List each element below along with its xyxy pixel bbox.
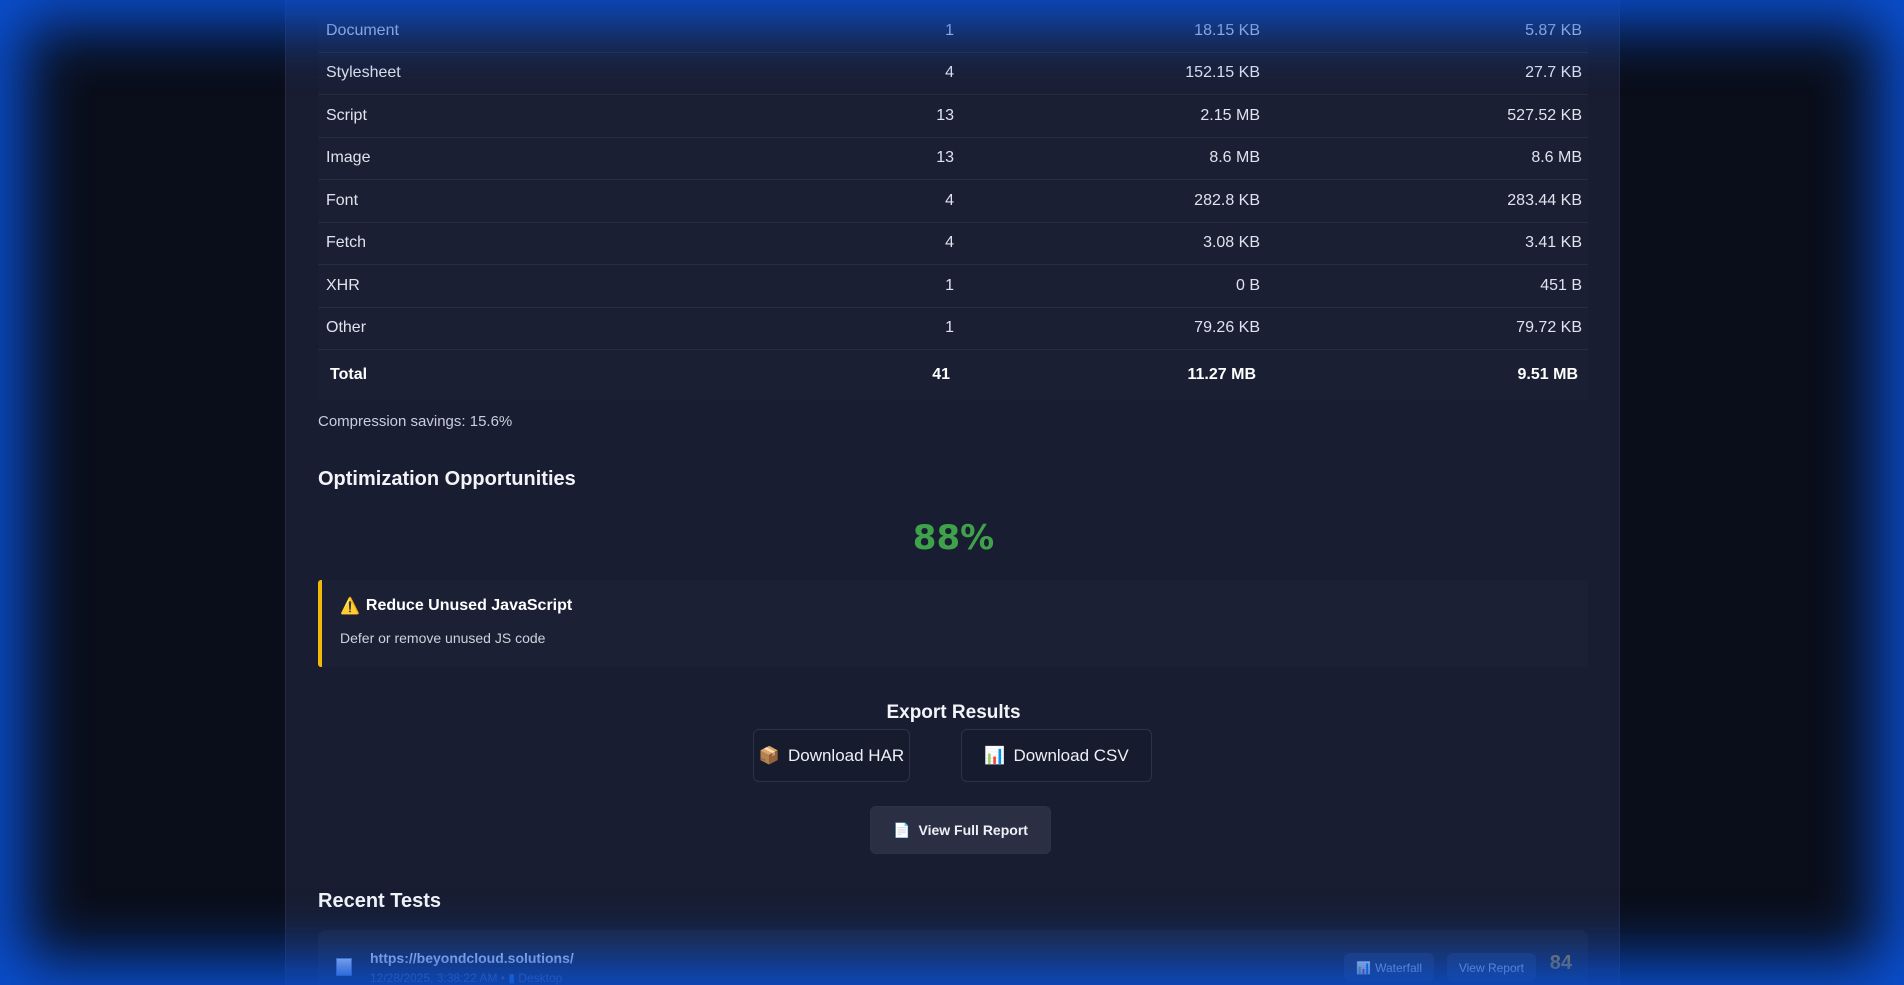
optimization-title: Optimization Opportunities	[318, 468, 576, 490]
cell-count: 1	[945, 276, 954, 294]
view-full-report-label: View Full Report	[918, 822, 1028, 838]
document-icon: 📄	[893, 821, 911, 838]
download-csv-label: Download CSV	[1013, 745, 1129, 765]
cell-type: XHR	[326, 276, 360, 294]
cell-size: 79.26 KB	[1194, 319, 1260, 337]
cell-size: 152.15 KB	[1185, 64, 1260, 82]
cell-type: Fetch	[326, 234, 367, 252]
cell-count: 13	[936, 149, 954, 167]
cell-type: Total	[330, 366, 368, 383]
optimization-score: 88%	[912, 518, 995, 558]
test-meta: 12/28/2025, 3:38:22 AM • ▮ Desktop	[370, 971, 562, 985]
recent-test-item: https://beyondcloud.solutions/ 12/28/202…	[318, 930, 1588, 985]
table-row: Other 1 79.26 KB 79.72 KB	[318, 307, 1588, 350]
bar-chart-icon: 📊	[984, 745, 1006, 765]
cell-count: 1	[945, 21, 954, 39]
cell-size: 8.6 MB	[1209, 149, 1260, 167]
cell-size: 11.27 MB	[1187, 366, 1256, 383]
cell-type: Stylesheet	[326, 64, 401, 82]
cell-transfer: 5.87 KB	[1525, 21, 1582, 39]
recent-tests-title: Recent Tests	[318, 890, 442, 912]
total-row: Total 41 11.27 MB 9.51 MB	[318, 350, 1588, 400]
cell-type: Other	[326, 319, 367, 337]
cell-size: 2.15 MB	[1200, 106, 1260, 124]
right-backdrop	[1620, 0, 1904, 985]
table-row: XHR 1 0 B 451 B	[318, 265, 1588, 308]
export-title: Export Results	[886, 702, 1021, 723]
cell-type: Script	[326, 106, 367, 124]
table-row: Fetch 4 3.08 KB 3.41 KB	[318, 222, 1588, 265]
table-row: Image 13 8.6 MB 8.6 MB	[318, 137, 1588, 180]
cell-count: 4	[945, 191, 954, 209]
cell-transfer: 3.41 KB	[1525, 234, 1582, 252]
cell-size: 282.8 KB	[1194, 191, 1260, 209]
view-report-label: View Report	[1458, 960, 1524, 975]
table-row: Script 13 2.15 MB 527.52 KB	[318, 95, 1588, 138]
cell-size: 18.15 KB	[1194, 21, 1260, 39]
compression-savings: Compression savings: 15.6%	[318, 413, 513, 430]
cell-transfer: 9.51 MB	[1517, 366, 1578, 383]
cell-count: 1	[945, 319, 954, 337]
cell-type: Image	[326, 149, 371, 167]
package-icon: 📦	[758, 745, 780, 765]
opportunity-desc: Defer or remove unused JS code	[340, 630, 546, 646]
cell-type: Document	[326, 21, 399, 39]
desktop-icon: ▮	[508, 971, 515, 985]
download-csv-button[interactable]: 📊 Download CSV	[961, 729, 1152, 782]
table-row: Document 1 18.15 KB 5.87 KB	[318, 10, 1588, 53]
test-url[interactable]: https://beyondcloud.solutions/	[370, 950, 574, 966]
left-backdrop	[0, 0, 285, 985]
test-score: 84	[1549, 952, 1572, 974]
test-device: Desktop	[518, 971, 563, 985]
cell-transfer: 283.44 KB	[1507, 191, 1582, 209]
bar-chart-icon: 📊	[1356, 960, 1372, 975]
opportunity-item: ⚠️ Reduce Unused JavaScript Defer or remo…	[318, 580, 1588, 667]
cell-count: 13	[936, 106, 954, 124]
cell-count: 4	[945, 64, 954, 82]
test-timestamp: 12/28/2025, 3:38:22 AM •	[370, 971, 505, 985]
cell-transfer: 27.7 KB	[1525, 64, 1582, 82]
cell-size: 3.08 KB	[1203, 234, 1260, 252]
opportunity-title: Reduce Unused JavaScript	[365, 597, 573, 614]
resource-table: Document 1 18.15 KB 5.87 KB Stylesheet 4 152.1…	[318, 10, 1588, 400]
cell-transfer: 451 B	[1540, 276, 1582, 294]
page-icon	[336, 958, 352, 976]
cell-count: 4	[945, 234, 954, 252]
results-panel: Document 1 18.15 KB 5.87 KB Stylesheet 4 152.1…	[285, 0, 1620, 985]
view-full-report-button[interactable]: 📄 View Full Report	[870, 806, 1051, 854]
cell-transfer: 8.6 MB	[1531, 149, 1582, 167]
warning-icon: ⚠️	[340, 598, 360, 615]
table-row: Font 4 282.8 KB 283.44 KB	[318, 180, 1588, 223]
cell-transfer: 527.52 KB	[1507, 106, 1582, 124]
cell-transfer: 79.72 KB	[1516, 319, 1582, 337]
cell-size: 0 B	[1235, 276, 1260, 294]
download-har-button[interactable]: 📦 Download HAR	[753, 729, 910, 782]
cell-type: Font	[326, 191, 359, 209]
cell-count: 41	[932, 366, 950, 383]
download-har-label: Download HAR	[787, 745, 905, 765]
view-report-button[interactable]: View Report	[1446, 953, 1536, 982]
waterfall-label: Waterfall	[1375, 960, 1422, 975]
table-row: Stylesheet 4 152.15 KB 27.7 KB	[318, 52, 1588, 95]
waterfall-button[interactable]: 📊 Waterfall	[1344, 953, 1434, 982]
